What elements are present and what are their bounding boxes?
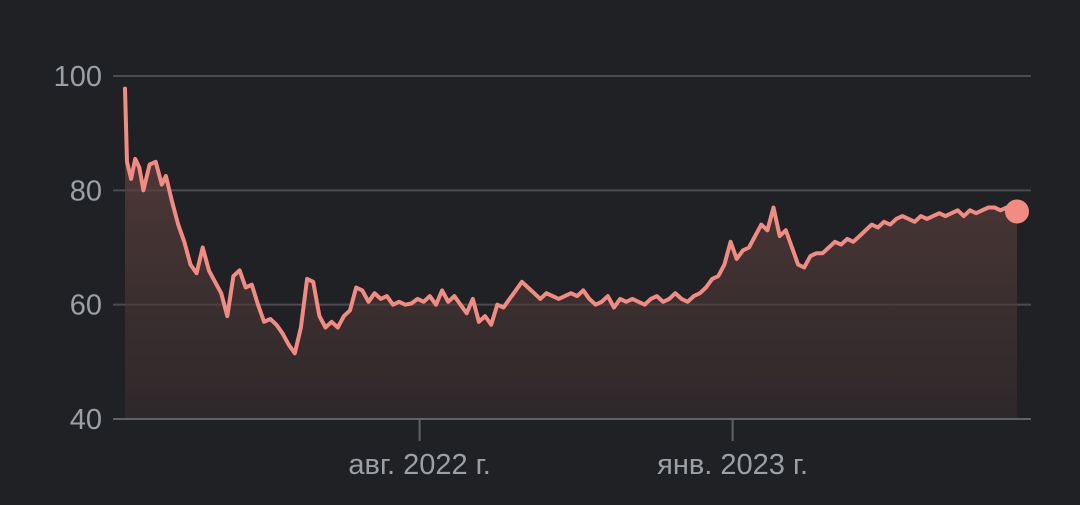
y-tick-label: 80 [70, 175, 102, 207]
series-line-layer[interactable] [123, 86, 1029, 356]
x-tick-label: янв. 2023 г. [657, 449, 808, 481]
series-end-marker[interactable] [1005, 199, 1029, 224]
x-tick-labels: авг. 2022 г. янв. 2023 г. [348, 449, 808, 481]
y-tick-labels: 40 60 80 100 [54, 61, 102, 436]
series-area-fill [125, 88, 1017, 419]
y-tick-label: 40 [70, 404, 102, 436]
y-tick-label: 60 [70, 290, 102, 322]
x-tick-label: авг. 2022 г. [348, 449, 490, 481]
y-tick-label: 100 [54, 61, 102, 93]
area-layer [125, 88, 1017, 419]
x-axis [113, 418, 1031, 441]
series-line[interactable] [123, 86, 1019, 356]
